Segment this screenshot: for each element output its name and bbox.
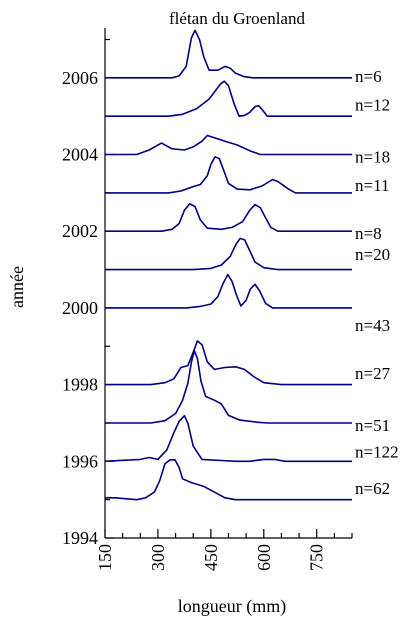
sample-size-label-2005: n=12	[355, 96, 390, 115]
density-curve-2004	[105, 134, 352, 156]
density-curve-2006	[105, 29, 352, 79]
density-curve-1996	[104, 414, 352, 463]
density-curves	[104, 29, 352, 501]
x-tick-label: 450	[201, 544, 221, 571]
sample-size-label-2000: n=43	[355, 316, 390, 335]
y-tick-label: 1996	[62, 451, 98, 471]
x-tick-label: 150	[95, 544, 115, 571]
y-tick-label: 1994	[62, 528, 98, 548]
sample-size-label-1997: n=51	[355, 416, 390, 435]
sample-size-label-2003: n=11	[355, 176, 389, 195]
density-curve-1998	[105, 340, 352, 386]
sample-size-label-2001: n=20	[355, 245, 390, 264]
sample-size-labels: n=6 n=12 n=18 n=11 n=8 n=20 n=43 n=27 n=51 n=122 n…	[355, 67, 399, 498]
chart-title: flétan du Groenland	[169, 9, 305, 28]
x-tick-label: 600	[254, 544, 274, 571]
y-tick-label: 2000	[62, 298, 98, 318]
x-tick-label: 300	[148, 544, 168, 571]
density-curve-1995	[105, 459, 352, 501]
density-curve-2005	[105, 80, 352, 117]
density-curve-2003	[105, 156, 352, 194]
density-curve-1997	[105, 350, 352, 424]
y-tick-label: 2002	[62, 221, 98, 241]
sample-size-label-2002: n=8	[355, 224, 382, 243]
sample-size-label-1998: n=27	[355, 364, 391, 383]
sample-size-label-1996: n=122	[355, 443, 399, 462]
y-tick-label: 1998	[62, 375, 98, 395]
sample-size-label-1995: n=62	[355, 479, 390, 498]
density-curve-2001	[105, 237, 352, 271]
axes: 1994 1996 1998 2000 2002 2004 2006 150 300 450 600…	[62, 28, 353, 571]
density-curve-2000	[105, 273, 352, 309]
density-curve-2002	[105, 203, 352, 232]
y-tick-label: 2006	[62, 68, 98, 88]
y-tick-label: 2004	[62, 145, 98, 165]
x-tick-label: 750	[307, 544, 327, 571]
sample-size-label-2006: n=6	[355, 67, 382, 86]
sample-size-label-2004: n=18	[355, 147, 390, 166]
x-axis-label: longueur (mm)	[178, 596, 286, 617]
y-axis-label: année	[7, 266, 27, 308]
